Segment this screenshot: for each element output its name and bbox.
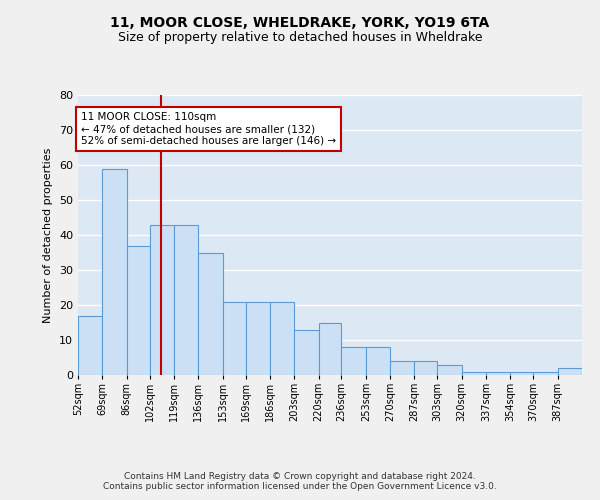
Bar [103,168,127,375]
Text: Size of property relative to detached houses in Wheldrake: Size of property relative to detached ho… [118,31,482,44]
Bar [557,368,582,375]
Bar [174,224,198,375]
Y-axis label: Number of detached properties: Number of detached properties [43,148,53,322]
Bar [415,361,437,375]
Bar [127,246,149,375]
Bar [149,224,174,375]
Text: 11, MOOR CLOSE, WHELDRAKE, YORK, YO19 6TA: 11, MOOR CLOSE, WHELDRAKE, YORK, YO19 6T… [110,16,490,30]
Bar [319,322,341,375]
Text: Contains HM Land Registry data © Crown copyright and database right 2024.
Contai: Contains HM Land Registry data © Crown c… [103,472,497,491]
Bar [437,364,462,375]
Bar [390,361,415,375]
Bar [270,302,294,375]
Bar [462,372,486,375]
Bar [223,302,245,375]
Bar [511,372,533,375]
Bar [366,347,390,375]
Bar [533,372,557,375]
Bar [486,372,511,375]
Text: 11 MOOR CLOSE: 110sqm
← 47% of detached houses are smaller (132)
52% of semi-det: 11 MOOR CLOSE: 110sqm ← 47% of detached … [81,112,336,146]
Bar [245,302,270,375]
Bar [198,252,223,375]
Bar [341,347,366,375]
Bar [78,316,103,375]
Bar [294,330,319,375]
